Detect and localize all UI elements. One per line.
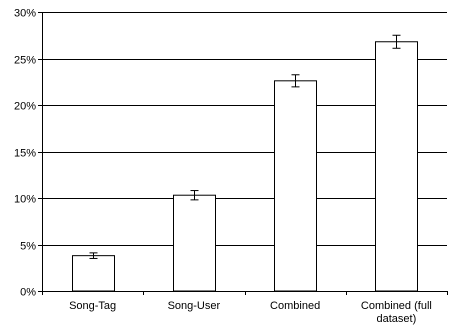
y-tick-label: 30% <box>14 8 36 20</box>
bar-combined <box>274 80 317 292</box>
x-tick-label-line: Song-User <box>168 300 221 312</box>
x-tick-label: Song-Tag <box>69 300 116 312</box>
y-tick-label: 0% <box>20 287 36 299</box>
x-axis-tick-labels: Song-Tag Song-User Combined Combined (full d… <box>69 300 432 325</box>
x-tick-label-line: Combined (full <box>361 300 432 312</box>
y-tick-label: 10% <box>14 194 36 206</box>
x-tick-label: Song-User <box>168 300 221 312</box>
x-tick-label: Combined <box>270 300 320 312</box>
axes <box>38 12 448 295</box>
bars <box>72 41 418 292</box>
bar-song-tag <box>72 255 115 292</box>
y-tick-label: 25% <box>14 55 36 67</box>
x-tick-label: Combined (full dataset) <box>361 300 432 325</box>
error-bars <box>89 34 401 259</box>
bar-combined-full-dataset <box>375 41 418 292</box>
y-tick-label: 5% <box>20 241 36 253</box>
y-axis-tick-labels: 0% 5% 10% 15% 20% 25% 30% <box>14 8 36 299</box>
y-tick-label: 20% <box>14 101 36 113</box>
x-tick-label-line: Song-Tag <box>69 300 116 312</box>
y-tick-label: 15% <box>14 148 36 160</box>
x-tick-label-line: Combined <box>270 300 320 312</box>
x-tick-label-line: dataset) <box>377 313 417 325</box>
bar-song-user <box>173 194 216 292</box>
